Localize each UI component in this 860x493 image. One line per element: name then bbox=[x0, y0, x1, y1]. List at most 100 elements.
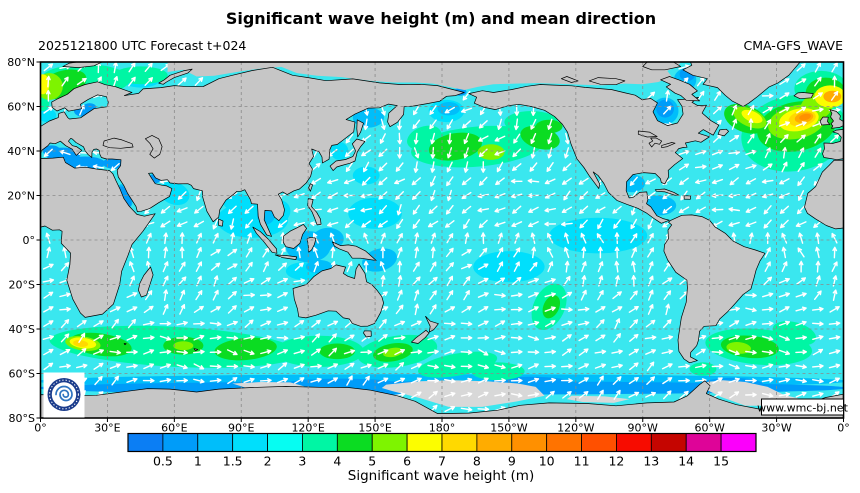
landmass-island bbox=[193, 348, 199, 352]
wave-direction-arrow bbox=[177, 191, 187, 200]
wave-direction-arrow bbox=[162, 304, 169, 315]
wave-direction-arrow bbox=[544, 292, 556, 298]
wave-direction-arrow bbox=[413, 147, 420, 159]
wave-direction-arrow bbox=[745, 364, 757, 370]
wave-direction-arrow bbox=[480, 161, 486, 173]
wave-direction-arrow bbox=[128, 261, 135, 273]
wave-direction-arrow bbox=[695, 206, 706, 213]
wave-direction-arrow bbox=[260, 363, 272, 369]
wave-direction-arrow bbox=[428, 276, 438, 285]
wave-direction-arrow bbox=[647, 233, 654, 244]
wave-direction-arrow bbox=[344, 219, 354, 229]
lat-axis-label: 60°S bbox=[9, 368, 35, 381]
wave-direction-arrow bbox=[778, 363, 791, 369]
colorbar-segment bbox=[302, 433, 338, 452]
wave-direction-arrow bbox=[445, 262, 454, 272]
wave-direction-arrow bbox=[494, 150, 506, 156]
wave-direction-arrow bbox=[363, 260, 369, 273]
wave-direction-arrow bbox=[411, 391, 422, 399]
wave-direction-arrow bbox=[778, 277, 790, 284]
wave-direction-arrow bbox=[647, 304, 654, 315]
landmass-africa bbox=[40, 156, 156, 318]
wave-direction-arrow bbox=[728, 363, 740, 370]
wave-direction-arrow bbox=[580, 232, 587, 244]
wave-direction-arrow bbox=[545, 320, 556, 327]
wave-direction-arrow bbox=[412, 204, 420, 215]
wave-direction-arrow bbox=[814, 290, 822, 300]
wave-direction-arrow bbox=[277, 277, 288, 284]
wave-direction-arrow bbox=[513, 133, 521, 144]
wave-direction-arrow bbox=[665, 90, 670, 102]
wave-direction-arrow bbox=[126, 349, 138, 355]
wave-direction-arrow bbox=[695, 348, 706, 356]
landmass-australia bbox=[292, 263, 384, 327]
wave-direction-arrow bbox=[497, 232, 503, 244]
wave-direction-arrow bbox=[513, 261, 520, 272]
wave-direction-arrow bbox=[243, 277, 255, 284]
wave-direction-arrow bbox=[781, 261, 788, 273]
wave-direction-arrow bbox=[798, 260, 804, 273]
wave-direction-arrow bbox=[831, 261, 838, 272]
wave-height-patch bbox=[330, 142, 349, 160]
wave-direction-arrow bbox=[76, 363, 88, 369]
landmass-greenland bbox=[682, 62, 801, 107]
wave-direction-arrow bbox=[142, 320, 155, 326]
wave-direction-arrow bbox=[579, 205, 589, 214]
wave-direction-arrow bbox=[343, 207, 356, 213]
wave-direction-arrow bbox=[143, 363, 155, 370]
wave-direction-arrow bbox=[778, 349, 790, 356]
wave-direction-arrow bbox=[62, 246, 68, 259]
wave-direction-arrow bbox=[461, 263, 473, 270]
colorbar-segment bbox=[476, 433, 513, 452]
colorbar-tick-label: 11 bbox=[574, 454, 590, 469]
colorbar-tick-label: 8 bbox=[473, 454, 481, 469]
wave-direction-arrow bbox=[109, 350, 122, 355]
wave-direction-arrow bbox=[310, 363, 322, 369]
landmass-island bbox=[660, 76, 700, 102]
wave-direction-arrow bbox=[193, 334, 205, 341]
wave-direction-arrow bbox=[410, 363, 422, 370]
wave-direction-arrow bbox=[446, 176, 454, 187]
wave-direction-arrow bbox=[712, 391, 723, 399]
wave-direction-arrow bbox=[461, 205, 472, 214]
wave-direction-arrow bbox=[762, 163, 773, 171]
lon-axis-label: 0° bbox=[837, 422, 850, 435]
wave-direction-arrow bbox=[477, 277, 489, 284]
colorbar-segment bbox=[127, 433, 164, 452]
wave-direction-arrow bbox=[396, 233, 403, 244]
lon-axis-label: 120°E bbox=[291, 422, 324, 435]
wave-direction-arrow bbox=[496, 247, 504, 258]
landmass-north-america bbox=[468, 84, 720, 224]
wave-direction-arrow bbox=[227, 205, 237, 214]
wave-direction-arrow bbox=[293, 222, 305, 227]
wave-direction-arrow bbox=[646, 91, 656, 100]
colorbar-segment bbox=[720, 433, 757, 452]
wave-direction-arrow bbox=[193, 378, 205, 384]
wave-direction-arrow bbox=[427, 335, 439, 341]
wave-direction-arrow bbox=[162, 275, 169, 287]
wave-direction-arrow bbox=[778, 392, 791, 397]
landmass-island bbox=[363, 330, 372, 338]
wave-direction-arrow bbox=[428, 390, 438, 399]
wave-direction-arrow bbox=[243, 364, 255, 369]
wave-direction-arrow bbox=[646, 376, 655, 385]
landmass-island bbox=[274, 254, 297, 260]
wave-direction-arrow bbox=[461, 249, 472, 256]
wave-direction-arrow bbox=[494, 277, 506, 285]
wave-direction-arrow bbox=[745, 307, 757, 313]
wave-direction-arrow bbox=[163, 232, 168, 245]
wave-direction-arrow bbox=[547, 147, 553, 159]
wave-direction-arrow bbox=[614, 318, 621, 330]
wave-direction-arrow bbox=[210, 249, 221, 256]
wave-direction-arrow bbox=[176, 221, 188, 227]
wave-direction-arrow bbox=[477, 207, 490, 213]
wave-direction-arrow bbox=[530, 147, 536, 159]
wave-direction-arrow bbox=[262, 261, 269, 273]
wave-direction-arrow bbox=[678, 206, 690, 214]
wave-direction-arrow bbox=[814, 133, 822, 144]
landmass-island bbox=[123, 343, 127, 346]
wave-direction-arrow bbox=[745, 320, 757, 326]
wave-direction-arrow bbox=[812, 378, 824, 384]
wave-direction-arrow bbox=[60, 262, 70, 272]
wave-direction-arrow bbox=[544, 207, 556, 213]
